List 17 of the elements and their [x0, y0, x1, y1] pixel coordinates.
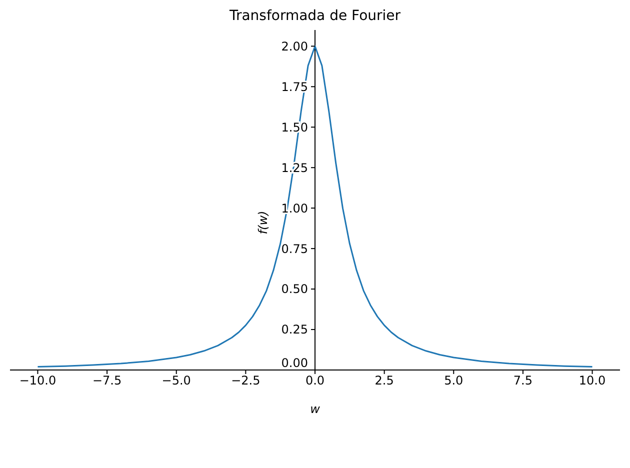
x-axis-title: w	[310, 402, 320, 416]
x-tick-label: −5.0	[162, 374, 191, 388]
y-tick-label: 0.00	[281, 356, 308, 370]
chart-title: Transformada de Fourier	[228, 8, 402, 24]
x-tick-label: 10.0	[578, 374, 606, 388]
y-tick-label: 0.75	[281, 242, 308, 256]
x-tick-label: 2.5	[374, 374, 394, 388]
x-tick-label: −10.0	[19, 374, 56, 388]
x-tick-label: 5.0	[444, 374, 464, 388]
y-axis-title: f(w)	[256, 210, 270, 234]
y-tick-label: 0.50	[281, 282, 308, 296]
x-tick-label: 7.5	[513, 374, 532, 388]
y-tick-label: 2.00	[281, 39, 308, 54]
x-tick-label: −7.5	[92, 374, 122, 388]
x-tick-label: −2.5	[231, 374, 260, 388]
y-tick-label: 0.25	[281, 322, 308, 337]
x-tick-label: 0.0	[305, 374, 325, 388]
